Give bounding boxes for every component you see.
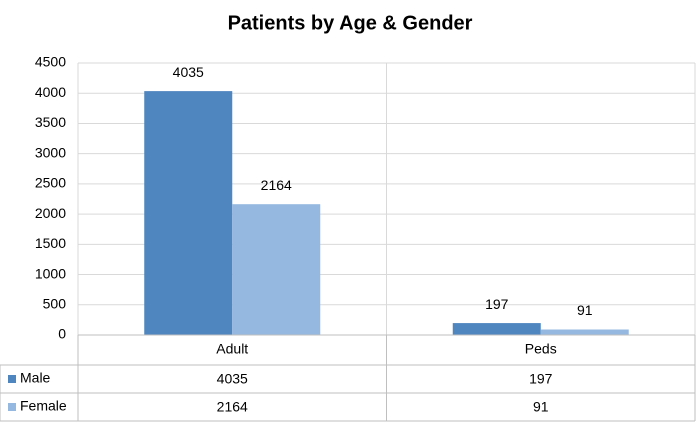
y-tick-label: 2000: [35, 205, 66, 221]
x-tick-label: Adult: [216, 341, 248, 357]
y-tick-label: 3000: [35, 144, 66, 160]
table-value: 197: [529, 371, 553, 387]
data-label: 2164: [261, 177, 292, 193]
y-tick-label: 3500: [35, 114, 66, 130]
y-tick-label: 500: [43, 295, 67, 311]
bar: [540, 329, 629, 335]
table-value: 91: [533, 399, 549, 415]
bar: [232, 204, 321, 335]
chart-title: Patients by Age & Gender: [228, 12, 473, 34]
bar: [144, 91, 233, 336]
bar: [452, 323, 541, 335]
y-tick-label: 1500: [35, 235, 66, 251]
legend-label: Female: [20, 398, 67, 414]
y-tick-label: 1000: [35, 265, 66, 281]
data-label: 91: [577, 302, 593, 318]
legend-key: [8, 375, 16, 383]
table-value: 4035: [217, 371, 248, 387]
legend-key: [8, 403, 16, 411]
legend-label: Male: [20, 370, 51, 386]
y-tick-label: 4500: [35, 54, 66, 70]
y-tick-label: 4000: [35, 84, 66, 100]
y-tick-label: 0: [58, 326, 66, 342]
data-label: 197: [485, 296, 509, 312]
x-tick-label: Peds: [525, 341, 557, 357]
table-value: 2164: [217, 399, 248, 415]
y-tick-label: 2500: [35, 175, 66, 191]
data-label: 4035: [173, 64, 204, 80]
